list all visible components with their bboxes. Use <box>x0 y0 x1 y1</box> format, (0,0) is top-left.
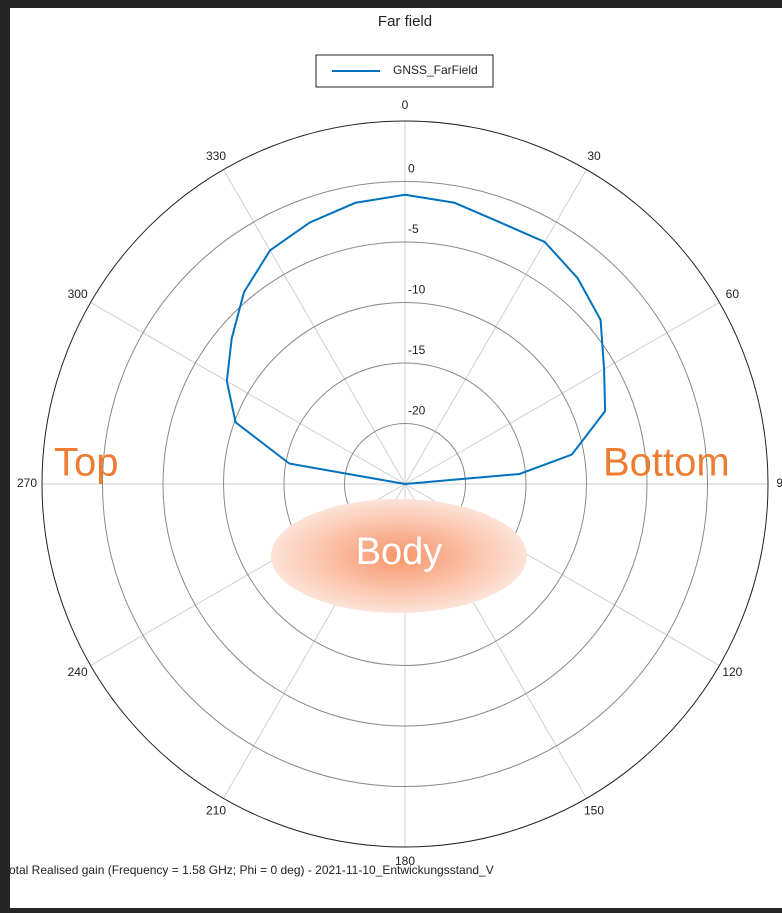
theta-tick-label: 120 <box>722 665 742 679</box>
footer: Total Realised gain (Frequency = 1.58 GH… <box>3 863 494 877</box>
theta-tick-label: 300 <box>68 287 88 301</box>
chart-title: Far field <box>378 13 432 30</box>
annotation: Top <box>54 441 119 485</box>
theta-tick-label: 330 <box>206 149 226 163</box>
legend-label: GNSS_FarField <box>393 63 478 77</box>
footer-group: Total Realised gain (Frequency = 1.58 GH… <box>3 863 494 877</box>
theta-tick-label: 30 <box>587 149 601 163</box>
theta-tick-label: 0 <box>402 98 409 112</box>
r-tick-label: -20 <box>408 404 426 418</box>
chart: 0306090120150180210240270300330-20-15-10… <box>0 0 782 908</box>
theta-tick-label: 60 <box>726 287 740 301</box>
r-tick-label: -10 <box>408 283 426 297</box>
r-tick-label: -5 <box>408 222 419 236</box>
theta-tick-label: 240 <box>68 665 88 679</box>
annotation: Bottom <box>603 441 730 485</box>
r-tick-label: 0 <box>408 162 415 176</box>
theta-tick-label: 150 <box>584 804 604 818</box>
r-tick-label: -15 <box>408 343 426 357</box>
theta-tick-label: 270 <box>17 476 37 490</box>
theta-tick-label: 210 <box>206 804 226 818</box>
theta-tick-label: 90 <box>776 476 782 490</box>
annotation: Body <box>356 531 443 573</box>
